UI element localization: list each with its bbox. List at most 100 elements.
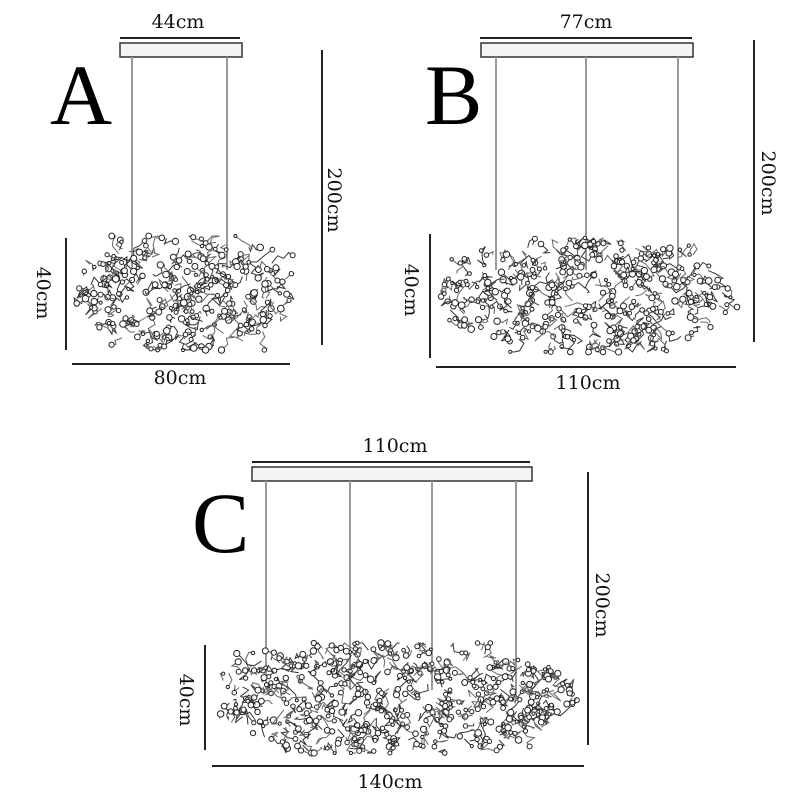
crystal-bead xyxy=(529,266,536,273)
branch-stroke xyxy=(480,245,486,265)
branch-stroke xyxy=(142,342,161,351)
branch-stroke xyxy=(425,713,437,728)
crystal-bead xyxy=(188,337,194,342)
branch-stroke xyxy=(427,667,442,672)
branch-stroke xyxy=(278,681,298,701)
branch-stroke xyxy=(145,245,161,258)
crystal-bead xyxy=(203,272,209,278)
crystal-bead xyxy=(567,254,573,261)
crystal-bead xyxy=(433,739,438,744)
crystal-bead xyxy=(685,289,693,297)
crystal-bead xyxy=(615,348,623,356)
crystal-bead xyxy=(283,290,291,298)
crystal-bead xyxy=(406,679,411,684)
crystal-bead xyxy=(402,675,408,681)
crystal-bead xyxy=(277,721,282,726)
branch-stroke xyxy=(122,255,134,272)
crystal-bead xyxy=(217,710,225,718)
branch-stroke xyxy=(345,732,359,743)
crystal-bead xyxy=(606,326,614,335)
crystal-bead xyxy=(478,248,484,253)
branch-stroke xyxy=(463,738,473,747)
branch-stroke xyxy=(721,292,736,306)
crystal-bead xyxy=(560,328,566,333)
crystal-bead xyxy=(260,688,266,694)
variant-c: C 110cm 200cm 40cm 140cm xyxy=(175,435,613,793)
branch-stroke xyxy=(540,243,551,254)
crystal-bead xyxy=(459,650,465,656)
crystal-bead xyxy=(492,683,499,690)
crystal-bead xyxy=(474,729,483,737)
branch-stroke xyxy=(347,712,359,724)
crystal-bead xyxy=(199,243,205,249)
branch-stroke xyxy=(228,325,244,342)
crystal-bead xyxy=(403,664,411,671)
crystal-bead xyxy=(196,283,202,289)
crystal-bead xyxy=(616,307,624,315)
crystal-bead xyxy=(108,341,115,348)
crystal-bead xyxy=(437,293,445,300)
branch-stroke xyxy=(278,656,288,664)
crystal-bead xyxy=(139,272,146,279)
branch-stroke xyxy=(668,333,682,342)
crystal-bead xyxy=(341,667,347,673)
crystal-bead xyxy=(515,657,521,663)
branch-stroke xyxy=(300,745,313,754)
crystal-bead xyxy=(557,686,565,694)
crystal-bead xyxy=(190,344,198,352)
crystal-bead xyxy=(620,302,627,310)
crystal-bead xyxy=(677,247,683,252)
branch-stroke xyxy=(477,259,485,266)
crystal-bead xyxy=(569,699,576,706)
crystal-bead xyxy=(482,722,487,727)
crystal-bead xyxy=(153,330,160,337)
branch-stroke xyxy=(186,316,201,326)
crystal-bead xyxy=(356,747,363,754)
crystal-bead xyxy=(441,281,448,288)
crystal-bead xyxy=(329,707,336,715)
crystal-bead xyxy=(310,749,318,757)
crystal-bead xyxy=(672,270,679,278)
crystal-bead xyxy=(224,287,231,294)
crystal-bead xyxy=(461,322,468,329)
crystal-bead xyxy=(76,285,83,292)
crystal-bead xyxy=(496,679,502,686)
crystal-bead xyxy=(348,750,353,756)
crystal-bead xyxy=(620,271,628,279)
branch-stroke xyxy=(645,248,659,258)
crystal-bead xyxy=(402,690,409,697)
branch-stroke xyxy=(300,699,308,713)
crystal-bead xyxy=(420,734,425,740)
crystal-bead xyxy=(496,743,503,750)
crystal-bead xyxy=(325,713,331,719)
branch-stroke xyxy=(315,731,333,745)
crystal-bead xyxy=(221,307,229,315)
crystal-bead xyxy=(261,647,269,655)
crystal-bead xyxy=(457,279,462,285)
branch-stroke xyxy=(571,274,588,281)
crystal-bead xyxy=(714,276,722,284)
branch-stroke xyxy=(652,300,657,310)
branch-stroke xyxy=(477,641,486,651)
branch-stroke xyxy=(691,326,701,334)
crystal-bead xyxy=(299,650,307,658)
branch-stroke xyxy=(521,272,530,283)
crystal-bead xyxy=(665,330,672,337)
crystal-bead xyxy=(193,272,198,277)
crystal-bead xyxy=(379,725,386,731)
crystal-bead xyxy=(209,308,215,314)
crystal-bead xyxy=(156,261,165,269)
branch-stroke xyxy=(230,661,240,670)
crystal-bead xyxy=(441,727,448,734)
crystal-bead xyxy=(521,724,526,729)
crystal-bead xyxy=(296,706,303,713)
crystal-bead xyxy=(554,311,562,318)
branch-stroke xyxy=(323,741,332,751)
crystal-bead xyxy=(617,330,624,338)
branch-stroke xyxy=(580,250,593,262)
branch-stroke xyxy=(355,743,371,754)
crystal-bead xyxy=(334,682,338,687)
crystal-bead xyxy=(474,736,480,743)
crystal-bead xyxy=(310,639,317,647)
crystal-bead xyxy=(589,251,596,258)
